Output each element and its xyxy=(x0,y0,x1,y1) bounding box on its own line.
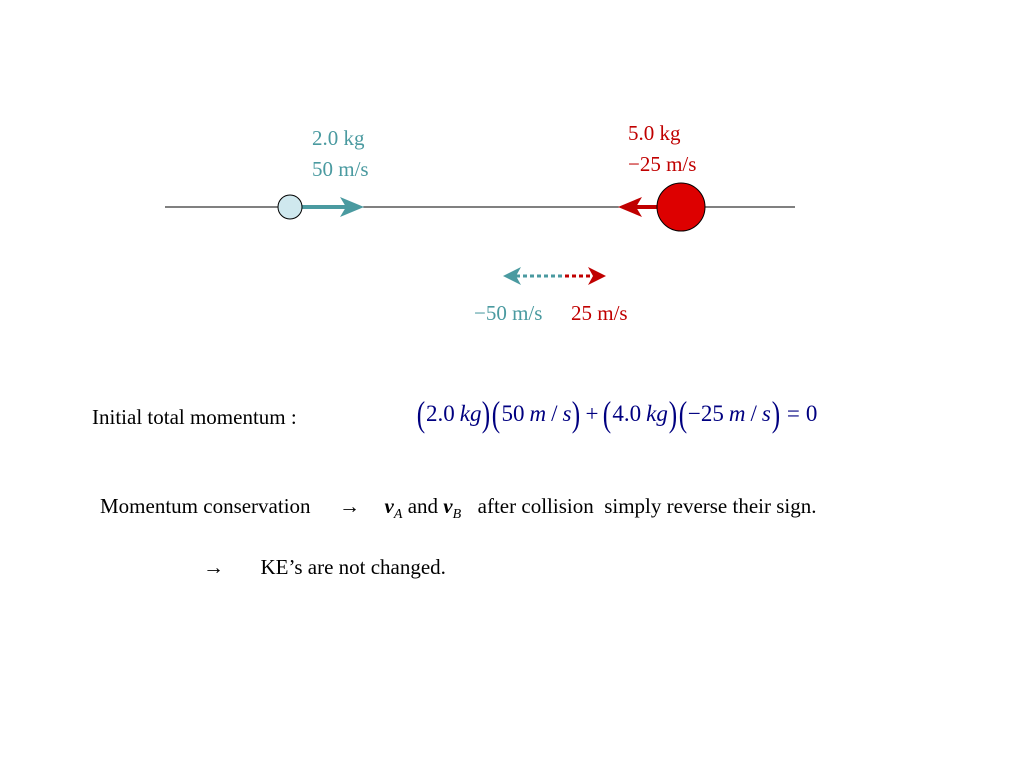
conservation-line: Momentum conservation → vA and vB after … xyxy=(100,493,817,528)
paren-close: ) xyxy=(771,394,781,434)
conservation-prefix: Momentum conservation xyxy=(100,494,311,518)
eq-velocity-a: 50 xyxy=(501,401,525,426)
ball-b-velocity-label: −25 m/s xyxy=(628,152,697,176)
eq-unit-s-b: s xyxy=(761,401,771,426)
eq-plus: + xyxy=(585,401,599,426)
eq-result: 0 xyxy=(805,401,818,426)
velocity-symbol-b: v xyxy=(443,494,453,518)
eq-unit-kg-a: kg xyxy=(459,401,482,426)
eq-unit-m-a: m xyxy=(529,401,547,426)
eq-mass-b: 4.0 xyxy=(612,401,642,426)
paren-close: ) xyxy=(482,394,491,434)
velocity-symbol-a: v xyxy=(384,494,394,518)
conservation-and: and xyxy=(407,494,439,518)
eq-unit-s-a: s xyxy=(562,401,572,426)
right-arrow-icon: → xyxy=(203,555,224,579)
eq-velocity-b: −25 xyxy=(687,401,724,426)
ball-b xyxy=(656,182,706,232)
ball-a-arrowhead xyxy=(340,197,364,217)
eq-equals: = xyxy=(786,401,800,426)
eq-slash-b: / xyxy=(750,401,757,426)
subscript-b: B xyxy=(452,507,462,523)
momentum-label: Initial total momentum : xyxy=(92,405,297,429)
ball-b-arrowhead xyxy=(618,197,642,217)
paren-close: ) xyxy=(668,394,678,434)
ke-statement: KE’s are not changed. xyxy=(260,555,446,579)
ball-a-mass-label: 2.0 kg xyxy=(312,126,365,150)
paren-open: ( xyxy=(416,394,426,434)
eq-slash-a: / xyxy=(551,401,558,426)
eq-mass-a: 2.0 xyxy=(426,401,455,426)
ball-a-velocity-label: 50 m/s xyxy=(312,157,369,181)
eq-unit-m-b: m xyxy=(728,401,746,426)
right-arrow-icon: → xyxy=(339,494,361,518)
paren-open: ( xyxy=(678,394,688,434)
ball-a-after-arrowhead xyxy=(503,267,521,285)
momentum-equation: ( 2.0 kg ) ( 50 m / s ) + ( 4.0 kg ) ( −… xyxy=(416,394,818,434)
after-velocity-b-label: 25 m/s xyxy=(571,301,628,325)
ball-a xyxy=(277,194,303,220)
ball-b-after-arrowhead xyxy=(588,267,606,285)
ball-b-mass-label: 5.0 kg xyxy=(628,121,681,145)
subscript-a: A xyxy=(393,507,403,523)
paren-open: ( xyxy=(603,394,612,434)
after-velocity-a-label: −50 m/s xyxy=(474,301,543,325)
ke-line: → KE’s are not changed. xyxy=(203,554,446,580)
conservation-suffix: after collision simply reverse their sig… xyxy=(477,494,817,518)
paren-open: ( xyxy=(492,394,501,434)
paren-close: ) xyxy=(572,394,581,434)
eq-unit-kg-b: kg xyxy=(646,401,668,426)
